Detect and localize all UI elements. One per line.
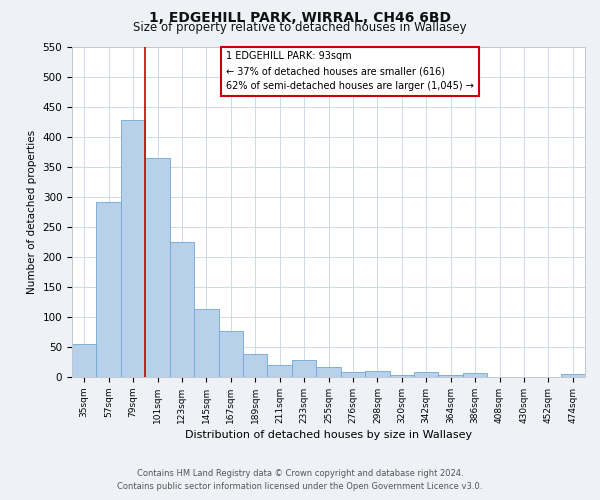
Y-axis label: Number of detached properties: Number of detached properties (27, 130, 37, 294)
Bar (365, 371, 389, 377)
Bar (292, 360, 316, 377)
Bar (463, 374, 487, 377)
Bar (389, 374, 414, 377)
Text: Size of property relative to detached houses in Wallasey: Size of property relative to detached ho… (133, 22, 467, 35)
Bar (170, 242, 194, 377)
Bar (341, 372, 365, 377)
Bar (218, 332, 243, 377)
X-axis label: Distribution of detached houses by size in Wallasey: Distribution of detached houses by size … (185, 430, 472, 440)
Bar (268, 365, 292, 377)
Bar (414, 372, 439, 377)
Bar (97, 202, 121, 377)
Bar (194, 309, 218, 377)
Text: 1, EDGEHILL PARK, WIRRAL, CH46 6BD: 1, EDGEHILL PARK, WIRRAL, CH46 6BD (149, 11, 451, 25)
Bar (121, 120, 145, 377)
Text: Contains HM Land Registry data © Crown copyright and database right 2024.
Contai: Contains HM Land Registry data © Crown c… (118, 469, 482, 491)
Bar (560, 374, 585, 377)
Text: 1 EDGEHILL PARK: 93sqm
← 37% of detached houses are smaller (616)
62% of semi-de: 1 EDGEHILL PARK: 93sqm ← 37% of detached… (226, 52, 474, 91)
Bar (145, 158, 170, 377)
Bar (316, 366, 341, 377)
Bar (72, 344, 97, 377)
Bar (243, 354, 268, 377)
Bar (439, 374, 463, 377)
